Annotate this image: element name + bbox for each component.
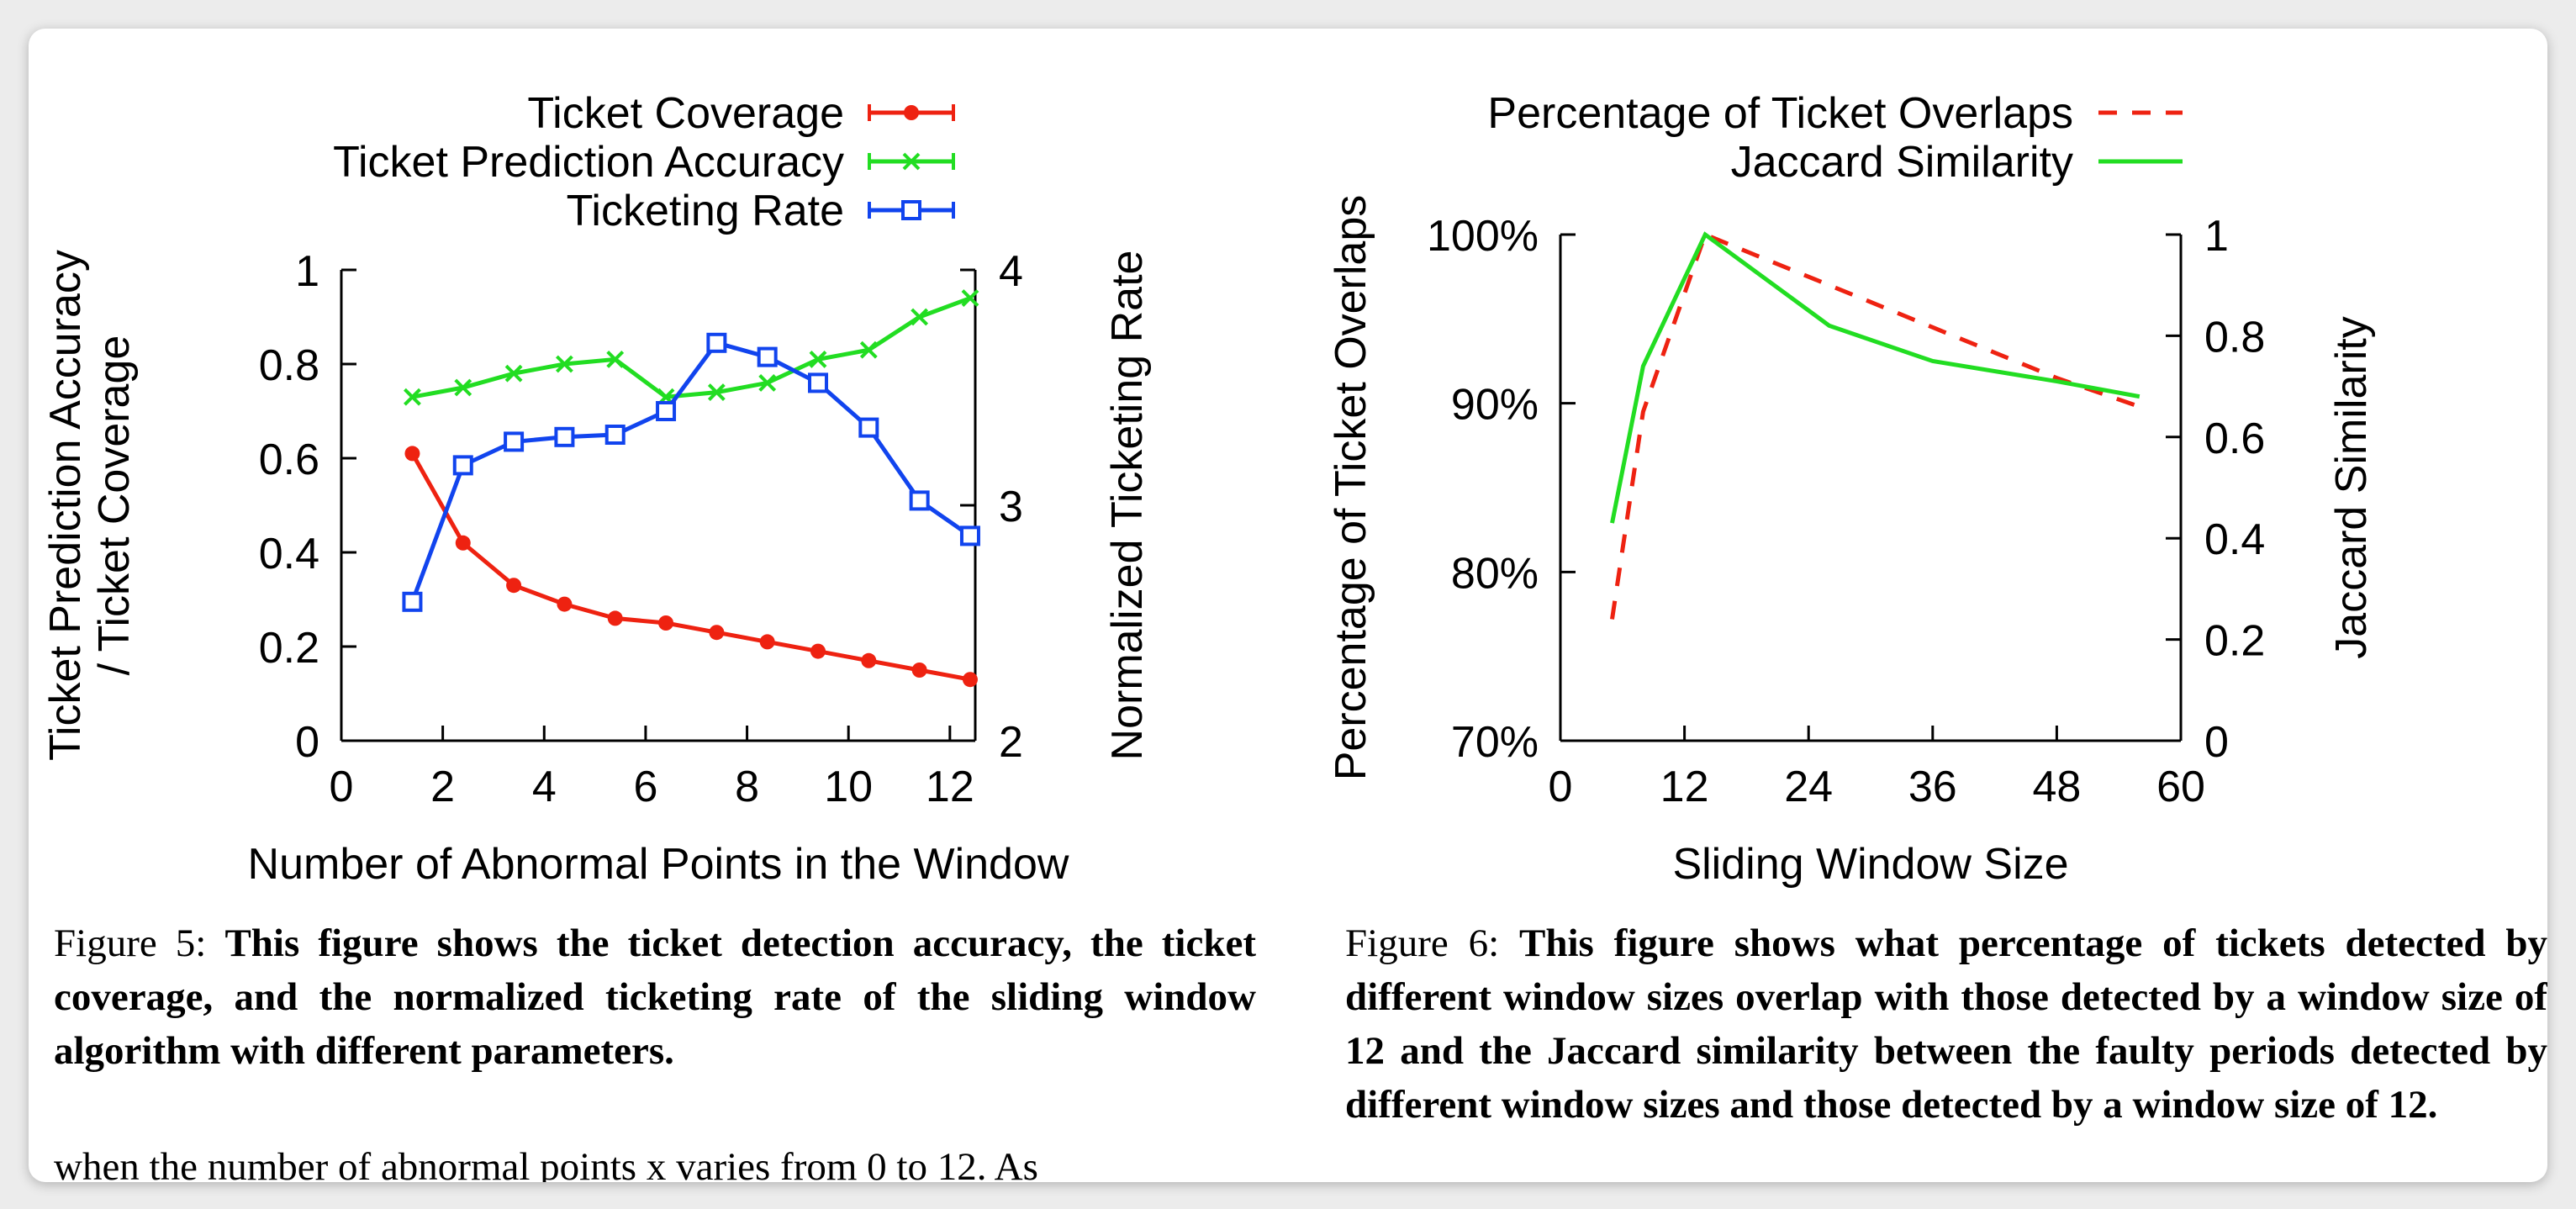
x-tick-label: 24 [1784,763,1833,811]
data-point-cross [707,383,726,402]
y-right-tick-label: 3 [999,483,1023,531]
data-point-circle [759,634,775,650]
y-left-tick-label: 0 [295,718,319,767]
figure-5-caption: Figure 5: This figure shows the ticket d… [54,916,1256,1078]
x-tick-label: 12 [926,763,974,811]
y-right-axis-title: Jaccard Similarity [2327,316,2376,658]
y-left-tick-label: 1 [295,247,319,296]
data-point-circle [506,578,522,594]
y-right-tick-label: 0.6 [2204,414,2265,463]
data-point-cross [606,350,625,368]
x-tick-label: 0 [1549,763,1573,811]
y-left-tick-label: 90% [1451,381,1539,430]
y-left-axis-title: Percentage of Ticket Overlaps [1327,195,1375,781]
y-left-tick-label: 0.6 [259,436,319,484]
data-point-circle [557,596,573,612]
data-point-cross [961,289,979,308]
legend-marker-circle [904,105,919,120]
data-point-circle [455,535,471,551]
y-left-axis-title: / Ticket Coverage [90,335,139,676]
data-point-cross [504,364,523,383]
legend-label: Ticket Prediction Accuracy [333,138,844,187]
x-axis-title: Sliding Window Size [1672,840,2068,889]
y-right-tick-label: 0.2 [2204,617,2265,666]
series-line [410,452,971,682]
series-line [1610,231,2141,524]
series-line [410,340,972,603]
data-point-cross [758,373,777,392]
data-point-cross [809,350,827,368]
data-point-square [402,591,423,612]
y-left-tick-label: 0.8 [259,341,319,390]
x-tick-label: 0 [330,763,354,811]
legend-label: Percentage of Ticket Overlaps [1487,89,2073,138]
figure-6-caption-label: Figure 6: [1345,921,1500,965]
x-tick-label: 4 [532,763,557,811]
figure-6-caption: Figure 6: This figure shows what percent… [1345,916,2547,1132]
data-point-circle [911,663,927,678]
series-line [1610,231,2141,620]
y-left-tick-label: 100% [1427,212,1539,261]
data-point-square [706,332,727,353]
y-right-tick-label: 4 [999,247,1023,296]
data-point-cross [859,341,878,359]
data-point-square [909,490,930,511]
y-left-axis-title: Ticket Prediction Accuracy [41,250,90,761]
y-left-tick-label: 80% [1451,549,1539,598]
data-point-square [504,431,525,452]
data-point-square [858,417,879,438]
figure-5-caption-text: This figure shows the ticket detection a… [54,921,1256,1073]
paper-page: 0 2 4 6 8 10 12 0 0.2 0.4 0.6 0.8 1 2 3 4 Number of Abno… [29,29,2547,1182]
legend-label: Ticketing Rate [567,187,844,235]
x-axis-title: Number of Abnormal Points in the Window [248,840,1069,889]
legend-marker-square [901,200,921,220]
data-point-cross [454,378,472,397]
x-tick-label: 12 [1660,763,1709,811]
data-point-circle [658,615,674,631]
data-point-circle [810,643,826,659]
data-point-square [808,372,829,393]
data-point-square [757,346,778,367]
y-left-tick-label: 70% [1451,718,1539,767]
y-left-tick-label: 0.2 [259,624,319,673]
data-point-square [656,401,677,421]
data-point-square [604,425,626,445]
legend-label: Jaccard Similarity [1731,138,2073,187]
data-point-cross [404,388,421,406]
x-tick-label: 2 [430,763,455,811]
x-tick-label: 36 [1908,763,1957,811]
figure-6-caption-text: This figure shows what percentage of tic… [1345,921,2547,1127]
y-right-tick-label: 2 [999,718,1023,767]
legend-label: Ticket Coverage [527,89,844,138]
x-tick-label: 8 [735,763,759,811]
x-tick-label: 6 [633,763,657,811]
y-right-tick-label: 0.8 [2204,313,2265,362]
body-text-fragment: when the number of abnormal points x var… [54,1145,1038,1182]
data-point-square [554,426,575,447]
y-right-tick-label: 0 [2204,718,2229,767]
y-right-tick-label: 1 [2204,212,2229,261]
data-point-circle [607,610,623,626]
series-line [411,296,971,399]
x-tick-label: 48 [2032,763,2081,811]
data-point-square [959,525,980,546]
data-point-cross [555,355,573,373]
data-point-square [452,455,473,476]
data-point-circle [709,625,725,641]
y-right-axis-title: Normalized Ticketing Rate [1103,251,1152,761]
data-point-circle [962,672,978,688]
data-point-circle [404,446,420,462]
y-left-tick-label: 0.4 [259,530,319,578]
figure-6-chart: 0 12 24 36 48 60 70% 80% 90% 100% 0 0.2 0.4 0.6 0.8 1 Sl… [1327,89,2376,889]
data-point-cross [911,308,929,326]
legend-marker-cross [902,152,921,171]
figure-5-caption-label: Figure 5: [54,921,207,965]
x-tick-label: 60 [2156,763,2205,811]
data-point-circle [861,652,877,668]
y-right-tick-label: 0.4 [2204,515,2265,564]
x-tick-label: 10 [824,763,873,811]
